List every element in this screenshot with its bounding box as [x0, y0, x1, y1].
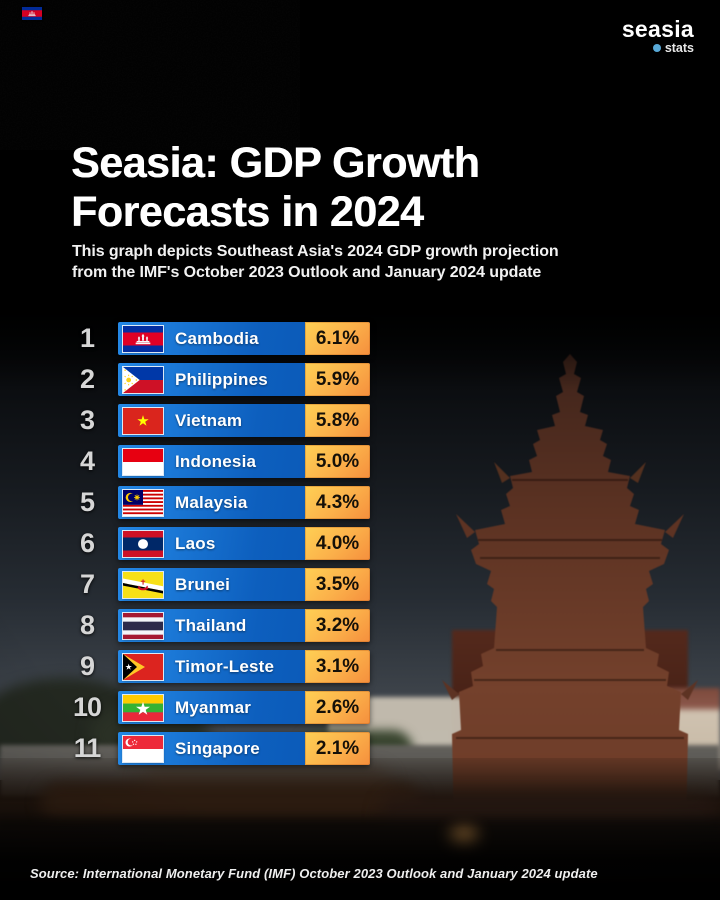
country-bar: Vietnam 5.8%: [118, 404, 370, 437]
flag-malaysia-icon: [123, 489, 163, 516]
rank-label: 10: [72, 692, 102, 722]
rank-label: 9: [79, 651, 95, 681]
table-row: 7 Brunei 3.5%: [56, 568, 370, 601]
country-label: Cambodia: [175, 328, 259, 348]
value-badge: 5.8%: [305, 404, 370, 437]
value-badge: 3.5%: [305, 568, 370, 601]
flag-timor-leste-icon: [123, 653, 163, 680]
country-label: Timor-Leste: [175, 656, 275, 676]
flag-philippines-icon: [123, 366, 163, 393]
country-label: Brunei: [175, 574, 231, 594]
brand-name: seasia: [621, 16, 694, 42]
country-label: Philippines: [175, 369, 268, 389]
value-badge: 2.6%: [305, 691, 370, 724]
blurred-vehicle: [40, 783, 420, 823]
country-bar: Timor-Leste 3.1%: [118, 650, 370, 683]
flag-brunei-icon: [123, 571, 163, 598]
table-row: 2 Philippines 5.9%: [56, 363, 370, 396]
page-title: Seasia: GDP Growth Forecasts in 2024: [71, 139, 480, 236]
table-row: 9 Timor-Leste 3.1%: [56, 650, 370, 683]
flag-singapore-icon: [123, 735, 163, 762]
brand-stats-label: stats: [664, 41, 694, 55]
country-bar: Indonesia 5.0%: [118, 445, 370, 478]
country-bar: Philippines 5.9%: [118, 363, 370, 396]
stats-dot-icon: [652, 44, 661, 52]
value-badge: 4.0%: [305, 527, 370, 560]
grain-overlay: [0, 0, 300, 150]
country-bar: Cambodia 6.1%: [118, 322, 370, 355]
value-badge: 5.9%: [305, 363, 370, 396]
country-label: Laos: [175, 533, 216, 553]
flag-indonesia-icon: [123, 448, 163, 475]
country-bar: Malaysia 4.3%: [118, 486, 370, 519]
table-row: 3 Vietnam 5.8%: [56, 404, 370, 437]
country-label: Myanmar: [175, 697, 252, 717]
rank-label: 8: [79, 610, 95, 640]
country-bar: Brunei 3.5%: [118, 568, 370, 601]
country-label: Indonesia: [175, 451, 257, 471]
brand-logo: seasia stats: [622, 17, 694, 55]
country-bar: Myanmar 2.6%: [118, 691, 370, 724]
value-badge: 4.3%: [305, 486, 370, 519]
flag-myanmar-icon: [123, 694, 163, 721]
rank-label: 6: [79, 528, 95, 558]
rank-label: 3: [79, 405, 95, 435]
rank-label: 1: [79, 323, 95, 353]
country-label: Singapore: [175, 738, 260, 758]
value-badge: 2.1%: [305, 732, 370, 765]
table-row: 1 Cambodia 6.1%: [56, 322, 370, 355]
country-bar: Thailand 3.2%: [118, 609, 370, 642]
rank-label: 4: [79, 446, 95, 476]
country-label: Thailand: [175, 615, 247, 635]
independence-monument-illustration: [430, 350, 720, 832]
value-badge: 3.2%: [305, 609, 370, 642]
flag-cambodia-icon: [123, 325, 163, 352]
value-badge: 3.1%: [305, 650, 370, 683]
table-row: 10 Myanmar 2.6%: [56, 691, 370, 724]
rank-label: 11: [73, 733, 102, 763]
country-label: Malaysia: [175, 492, 248, 512]
ranking-list: 1 Cambodia 6.1% 2 Philippines 5.9% 3 Vietnam 5.8…: [56, 322, 370, 773]
country-label: Vietnam: [175, 410, 243, 430]
rank-label: 2: [79, 364, 95, 394]
table-row: 6 Laos 4.0%: [56, 527, 370, 560]
footer-band: [0, 828, 720, 900]
cambodia-flag-badge: [22, 7, 42, 20]
page-subtitle: This graph depicts Southeast Asia's 2024…: [72, 243, 559, 281]
table-row: 5 Malaysia 4.3%: [56, 486, 370, 519]
table-row: 4 Indonesia 5.0%: [56, 445, 370, 478]
table-row: 8 Thailand 3.2%: [56, 609, 370, 642]
value-badge: 6.1%: [305, 322, 370, 355]
country-bar: Singapore 2.1%: [118, 732, 370, 765]
rank-label: 5: [79, 487, 95, 517]
flag-thailand-icon: [123, 612, 163, 639]
flag-vietnam-icon: [123, 407, 163, 434]
rank-label: 7: [79, 569, 95, 599]
table-row: 11 Singapore 2.1%: [56, 732, 370, 765]
country-bar: Laos 4.0%: [118, 527, 370, 560]
value-badge: 5.0%: [305, 445, 370, 478]
footer-source: Source: International Monetary Fund (IMF…: [30, 866, 598, 881]
flag-laos-icon: [123, 530, 163, 557]
